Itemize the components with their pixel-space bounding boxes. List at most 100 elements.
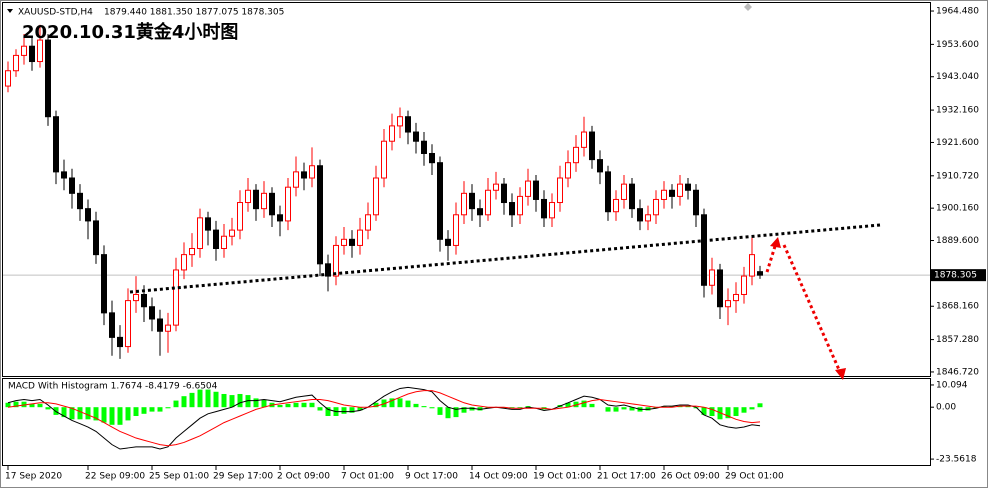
candle-body	[725, 300, 731, 308]
candle-body	[405, 116, 411, 133]
histogram-bar	[205, 389, 211, 408]
histogram-bar	[517, 407, 523, 409]
candle-body	[717, 269, 723, 308]
histogram-bar	[757, 403, 763, 408]
x-tick-label: 25 Sep 01:00	[149, 472, 209, 482]
scroll-marker	[744, 3, 752, 11]
candle-body	[149, 306, 155, 320]
x-tick-label: 14 Oct 09:00	[469, 472, 528, 482]
candle-body	[733, 293, 739, 302]
histogram-bar	[221, 393, 227, 408]
x-tick-label: 9 Oct 17:00	[405, 472, 458, 482]
y-tick-label: 1921.600	[936, 138, 979, 148]
candle-body	[501, 183, 507, 204]
histogram-bar	[301, 402, 307, 408]
candle-body	[205, 217, 211, 231]
candle-body	[181, 254, 187, 271]
candle-body	[93, 220, 99, 256]
histogram-bar	[501, 407, 507, 409]
candle-body	[277, 214, 283, 222]
candle-body	[701, 214, 707, 286]
candle-body	[669, 189, 675, 197]
candle-body	[397, 116, 403, 127]
candle-body	[549, 202, 555, 219]
histogram-bar	[741, 407, 747, 413]
histogram-bar	[213, 391, 219, 408]
histogram-bar	[85, 407, 91, 420]
candle-body	[285, 186, 291, 222]
candle-body	[85, 208, 91, 222]
histogram-bar	[5, 402, 11, 408]
histogram-bar	[677, 406, 683, 408]
histogram-bar	[581, 400, 587, 408]
histogram-bar	[749, 407, 755, 410]
candle-body	[605, 171, 611, 213]
histogram-bar	[405, 400, 411, 408]
x-tick-label: 2 Oct 09:00	[277, 472, 330, 482]
candle-body	[693, 189, 699, 216]
histogram-bar	[189, 392, 195, 408]
histogram-bar	[157, 407, 163, 412]
x-tick-label: 19 Oct 01:00	[533, 472, 592, 482]
y-tick-label: 1857.280	[936, 335, 979, 345]
histogram-bar	[565, 402, 571, 408]
candle-body	[645, 214, 651, 222]
candle-body	[685, 183, 691, 191]
candle-body	[477, 208, 483, 216]
candle-body	[469, 192, 475, 210]
histogram-bar	[613, 407, 619, 412]
candle-body	[613, 198, 619, 213]
histogram-bar	[645, 407, 651, 411]
candle-body	[189, 247, 195, 256]
histogram-bar	[413, 403, 419, 408]
candle-body	[101, 254, 107, 314]
histogram-bar	[661, 406, 667, 408]
histogram-bar	[21, 401, 27, 408]
histogram-bar	[429, 407, 435, 409]
menu-arrow	[7, 9, 13, 13]
candle-body	[653, 198, 659, 216]
macd-pane	[2, 378, 931, 466]
x-tick-label: 17 Sep 2020	[5, 472, 62, 482]
histogram-bar	[253, 398, 259, 408]
histogram-bar	[285, 403, 291, 408]
candle-body	[533, 180, 539, 200]
histogram-bar	[621, 407, 627, 410]
candle-body	[237, 202, 243, 231]
candle-body	[61, 171, 67, 179]
histogram-bar	[69, 407, 75, 420]
last-price-box	[930, 269, 986, 282]
candle-body	[629, 183, 635, 210]
candle-body	[301, 171, 307, 179]
candle-body	[317, 165, 323, 265]
candle-body	[661, 189, 667, 200]
candle-body	[77, 192, 83, 210]
histogram-bar	[725, 407, 731, 419]
candle-body	[389, 125, 395, 142]
y-tick-label: 1889.600	[936, 236, 979, 246]
chart-title: 2020.10.31黄金4小时图	[22, 21, 238, 43]
candle-body	[509, 202, 515, 216]
candle-body	[269, 192, 275, 216]
candle-body	[37, 39, 43, 63]
arrow-up	[765, 242, 778, 273]
candle-body	[445, 238, 451, 246]
candle-body	[357, 229, 363, 246]
y-tick-label: 1910.720	[936, 171, 979, 181]
histogram-bar	[349, 407, 355, 413]
candle-body	[29, 45, 35, 63]
x-tick-label: 29 Oct 01:00	[725, 472, 784, 482]
histogram-bar	[37, 403, 43, 408]
main-pane	[2, 2, 931, 377]
histogram-bar	[133, 407, 139, 417]
candle-body	[597, 159, 603, 173]
candle-body	[261, 192, 267, 210]
histogram-bar	[525, 406, 531, 408]
candle-body	[349, 238, 355, 246]
histogram-bar	[381, 399, 387, 408]
x-tick-label: 29 Sep 17:00	[213, 472, 273, 482]
candle-body	[109, 312, 115, 338]
y-tick-label: 1900.160	[936, 204, 979, 214]
ohlc-label: 1879.440 1881.350 1877.075 1878.305	[104, 8, 284, 18]
histogram-bar	[125, 407, 131, 421]
